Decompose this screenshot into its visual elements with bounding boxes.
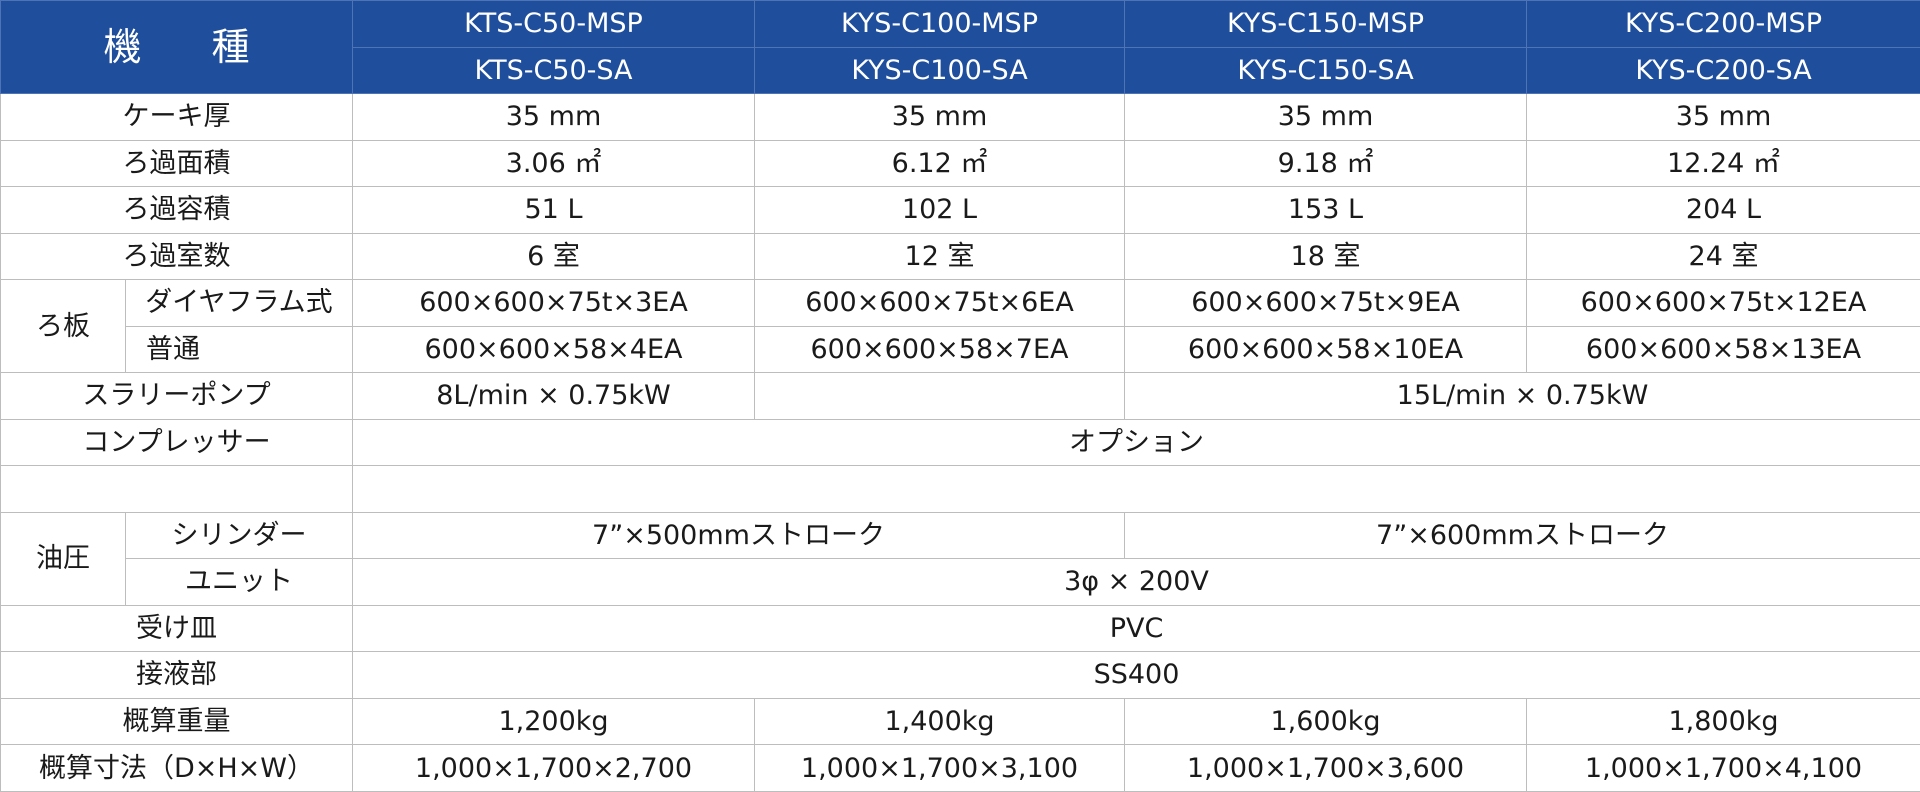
- filter-area-value: 6.12 ㎡: [754, 139, 1125, 188]
- weight-value: 1,800kg: [1526, 697, 1920, 746]
- filter-volume-value: 51 L: [352, 186, 755, 234]
- dimensions-row: 概算寸法（D×H×W） 1,000×1,700×2,700 1,000×1,70…: [0, 744, 1920, 792]
- cake-thickness-value: 35 mm: [754, 93, 1125, 141]
- slurry-pump-value-small: 8L/min × 0.75kW: [352, 372, 755, 420]
- plate-normal-row: 普通 600×600×58×4EA 600×600×58×7EA 600×600…: [1, 325, 1920, 374]
- plate-diaphragm-row: ろ板 ダイヤフラム式 600×600×75t×3EA 600×600×75t×6…: [0, 279, 1920, 374]
- compressor-value: オプション: [352, 418, 1920, 467]
- plate-normal-value: 600×600×58×4EA: [352, 325, 755, 374]
- cake-thickness-value: 35 mm: [1526, 93, 1920, 141]
- hydraulic-unit-row: ユニット 3φ × 200V: [1, 558, 1920, 606]
- filter-volume-value: 153 L: [1124, 186, 1527, 234]
- tray-row: 受け皿 PVC: [0, 604, 1920, 653]
- slurry-pump-empty: [754, 372, 1125, 420]
- cake-thickness-value: 35 mm: [352, 93, 755, 141]
- weight-value: 1,200kg: [352, 697, 755, 746]
- plate-diaphragm-label: ダイヤフラム式: [125, 279, 353, 327]
- chamber-count-value: 12 室: [754, 232, 1125, 281]
- filter-volume-row: ろ過容積 51 L 102 L 153 L 204 L: [0, 186, 1920, 234]
- filter-volume-value: 102 L: [754, 186, 1125, 234]
- hydraulic-group-label: 油圧: [0, 511, 126, 606]
- hydraulic-cylinder-row: 油圧 シリンダー 7”×500mmストローク 7”×600mmストローク: [0, 511, 1920, 606]
- model-sa-4: KYS-C200-SA: [1526, 46, 1920, 95]
- plate-normal-label: 普通: [125, 325, 353, 374]
- compressor-row: コンプレッサー オプション: [0, 418, 1920, 467]
- blank-value-cell: [352, 465, 1920, 513]
- model-sa-1: KTS-C50-SA: [352, 46, 755, 95]
- filter-volume-label: ろ過容積: [0, 186, 353, 234]
- plate-diaphragm-value: 600×600×75t×6EA: [754, 279, 1125, 327]
- chamber-count-value: 6 室: [352, 232, 755, 281]
- plate-normal-value: 600×600×58×7EA: [754, 325, 1125, 374]
- dimensions-label: 概算寸法（D×H×W）: [0, 744, 353, 792]
- chamber-count-value: 24 室: [1526, 232, 1920, 281]
- header-row-sa: KTS-C50-SA KYS-C100-SA KYS-C150-SA KYS-C…: [1, 46, 1920, 95]
- dimensions-value: 1,000×1,700×3,600: [1124, 744, 1527, 792]
- hydraulic-cylinder-value-a: 7”×500mmストローク: [352, 511, 1125, 560]
- weight-label: 概算重量: [0, 697, 353, 746]
- title-char-2: 種: [211, 25, 250, 70]
- weight-value: 1,400kg: [754, 697, 1125, 746]
- plate-diaphragm-value: 600×600×75t×9EA: [1124, 279, 1527, 327]
- model-sa-3: KYS-C150-SA: [1124, 46, 1527, 95]
- cake-thickness-value: 35 mm: [1124, 93, 1527, 141]
- blank-row: [0, 465, 1920, 513]
- title-char-1: 機: [103, 25, 142, 70]
- chamber-count-value: 18 室: [1124, 232, 1527, 281]
- cake-thickness-row: ケーキ厚 35 mm 35 mm 35 mm 35 mm: [0, 93, 1920, 141]
- tray-label: 受け皿: [0, 604, 353, 653]
- filter-area-value: 12.24 ㎡: [1526, 139, 1920, 188]
- hydraulic-unit-value: 3φ × 200V: [352, 558, 1920, 606]
- chamber-count-label: ろ過室数: [0, 232, 353, 281]
- weight-row: 概算重量 1,200kg 1,400kg 1,600kg 1,800kg: [0, 697, 1920, 746]
- tray-value: PVC: [352, 604, 1920, 653]
- model-title-cell: 機種: [0, 0, 353, 95]
- filter-area-value: 9.18 ㎡: [1124, 139, 1527, 188]
- blank-label-cell: [0, 465, 353, 513]
- weight-value: 1,600kg: [1124, 697, 1527, 746]
- filter-volume-value: 204 L: [1526, 186, 1920, 234]
- cake-thickness-label: ケーキ厚: [0, 93, 353, 141]
- hydraulic-unit-label: ユニット: [125, 558, 353, 606]
- dimensions-value: 1,000×1,700×3,100: [754, 744, 1125, 792]
- dimensions-value: 1,000×1,700×2,700: [352, 744, 755, 792]
- filter-area-value: 3.06 ㎡: [352, 139, 755, 188]
- plate-diaphragm-value: 600×600×75t×3EA: [352, 279, 755, 327]
- plate-normal-value: 600×600×58×13EA: [1526, 325, 1920, 374]
- dimensions-value: 1,000×1,700×4,100: [1526, 744, 1920, 792]
- header-row-msp: 機種 KTS-C50-MSP KYS-C100-MSP KYS-C150-MSP…: [0, 0, 1920, 95]
- slurry-pump-row: スラリーポンプ 8L/min × 0.75kW 15L/min × 0.75kW: [0, 372, 1920, 420]
- wetted-part-row: 接液部 SS400: [0, 651, 1920, 699]
- model-msp-4: KYS-C200-MSP: [1526, 0, 1920, 48]
- chamber-count-row: ろ過室数 6 室 12 室 18 室 24 室: [0, 232, 1920, 281]
- wetted-part-value: SS400: [352, 651, 1920, 699]
- model-msp-2: KYS-C100-MSP: [754, 0, 1125, 48]
- hydraulic-cylinder-label: シリンダー: [125, 511, 353, 560]
- compressor-label: コンプレッサー: [0, 418, 353, 467]
- plate-group-label: ろ板: [0, 279, 126, 374]
- hydraulic-cylinder-value-b: 7”×600mmストローク: [1124, 511, 1920, 560]
- plate-diaphragm-value: 600×600×75t×12EA: [1526, 279, 1920, 327]
- plate-normal-value: 600×600×58×10EA: [1124, 325, 1527, 374]
- model-msp-1: KTS-C50-MSP: [352, 0, 755, 48]
- slurry-pump-label: スラリーポンプ: [0, 372, 353, 420]
- model-sa-2: KYS-C100-SA: [754, 46, 1125, 95]
- filter-area-label: ろ過面積: [0, 139, 353, 188]
- wetted-part-label: 接液部: [0, 651, 353, 699]
- filter-area-row: ろ過面積 3.06 ㎡ 6.12 ㎡ 9.18 ㎡ 12.24 ㎡: [0, 139, 1920, 188]
- model-msp-3: KYS-C150-MSP: [1124, 0, 1527, 48]
- slurry-pump-value-large: 15L/min × 0.75kW: [1124, 372, 1920, 420]
